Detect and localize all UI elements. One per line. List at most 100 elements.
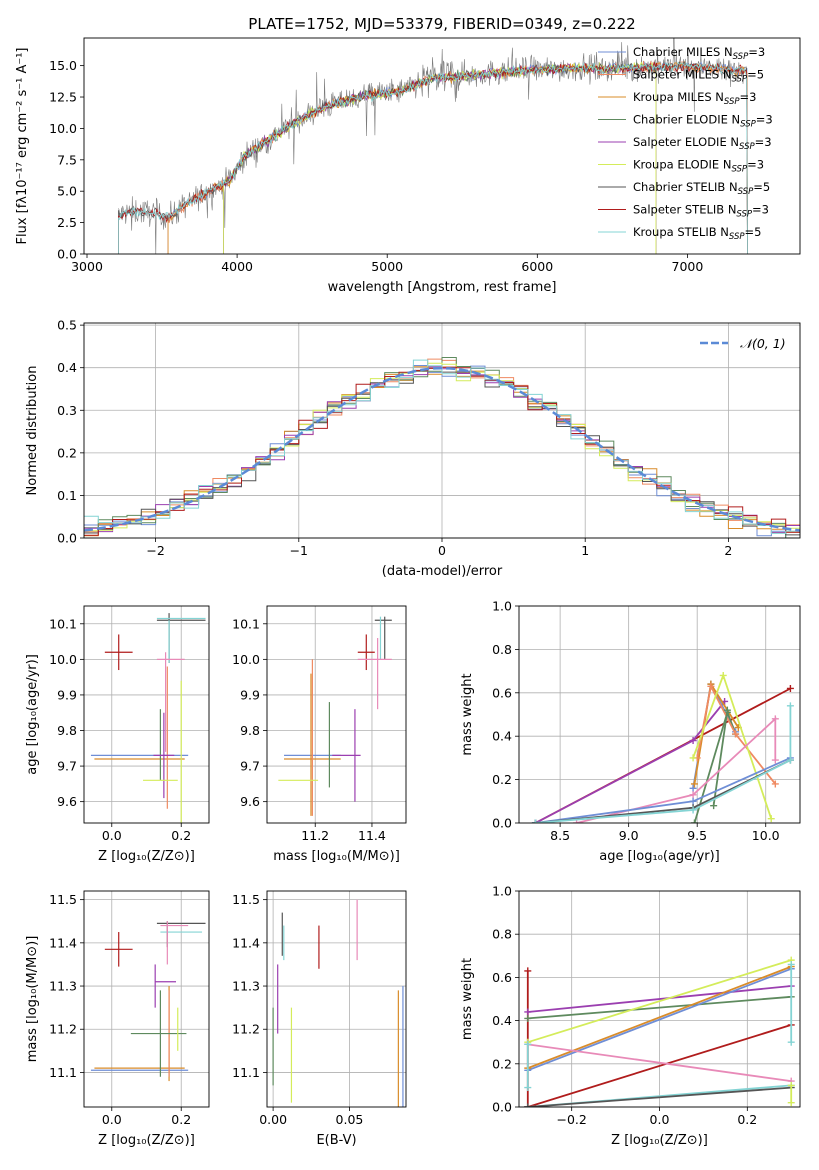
x-tick-label: 8.5 bbox=[550, 828, 570, 843]
y-tick-label: 12.5 bbox=[49, 90, 77, 105]
x-tick-label: 10.0 bbox=[752, 828, 780, 843]
weight-marker bbox=[524, 1008, 532, 1016]
x-tick-label: 0.0 bbox=[102, 828, 122, 843]
model-line-chabrier-stelib bbox=[118, 60, 748, 254]
weight-marker bbox=[524, 1084, 532, 1092]
x-tick-label: 11.2 bbox=[301, 828, 329, 843]
x-tick-label: 4000 bbox=[221, 259, 253, 274]
y-tick-label: 0.4 bbox=[492, 1013, 512, 1028]
weight-line bbox=[696, 683, 777, 785]
y-tick-label: 11.2 bbox=[232, 1022, 260, 1037]
x-tick-label: 0.0 bbox=[650, 1112, 670, 1127]
y-tick-label: 11.2 bbox=[49, 1022, 77, 1037]
plot-area-residuals bbox=[84, 323, 800, 539]
legend-label: Kroupa ELODIE NSSP=3 bbox=[633, 158, 764, 175]
y-tick-label: 11.3 bbox=[49, 979, 77, 994]
y-tick-label: 11.4 bbox=[232, 935, 260, 950]
weight-marker bbox=[689, 754, 697, 762]
weight-marker bbox=[689, 806, 697, 814]
axes-residuals: −2 −1 0 1 2 0.0 0.1 0.2 0.3 0.4 0.5 (data-model)/er… bbox=[25, 318, 801, 579]
weight-marker bbox=[787, 1081, 795, 1089]
weight-marker bbox=[771, 780, 779, 788]
weight-marker bbox=[690, 819, 698, 823]
weight-line bbox=[535, 705, 792, 823]
series-layer bbox=[90, 613, 206, 823]
y-tick-label: 9.8 bbox=[57, 723, 77, 738]
y-tick-label: 15.0 bbox=[49, 58, 77, 73]
x-tick-label: 0.0 bbox=[102, 1112, 122, 1127]
y-tick-label: 1.0 bbox=[492, 599, 512, 614]
legend-subscript: SSP bbox=[729, 232, 745, 242]
x-tick-label: 3000 bbox=[71, 259, 103, 274]
legend-label: Salpeter ELODIE NSSP=3 bbox=[633, 135, 772, 152]
x-axis-label: Z [log₁₀(Z/Z⊙)] bbox=[611, 1133, 708, 1148]
legend-subscript: SSP bbox=[731, 75, 747, 85]
legend-label: Chabrier MILES NSSP=3 bbox=[633, 45, 765, 62]
x-tick-label: −1 bbox=[290, 543, 308, 558]
plot-area-mass-age bbox=[267, 606, 406, 823]
weight-marker bbox=[710, 802, 718, 810]
y-tick-label: 11.5 bbox=[232, 892, 260, 907]
y-tick-label: 10.0 bbox=[49, 652, 77, 667]
x-tick-label: 0.2 bbox=[171, 1112, 191, 1127]
y-tick-label: 0.4 bbox=[492, 729, 512, 744]
y-axis-label: mass weight bbox=[460, 673, 475, 755]
legend-count: =3 bbox=[752, 203, 769, 217]
legend-subscript: SSP bbox=[739, 142, 755, 152]
x-tick-label: 11.4 bbox=[358, 828, 386, 843]
weight-line bbox=[527, 985, 792, 1013]
y-tick-label: 11.5 bbox=[49, 892, 77, 907]
y-tick-label: 10.0 bbox=[49, 121, 77, 136]
plot-area-z-age bbox=[84, 606, 209, 823]
y-tick-label: 7.5 bbox=[57, 152, 77, 167]
x-tick-label: 9.0 bbox=[619, 828, 639, 843]
weight-line bbox=[712, 710, 729, 806]
legend-count: =3 bbox=[748, 45, 765, 59]
weight-marker bbox=[524, 1103, 532, 1107]
axes-frame bbox=[83, 322, 801, 539]
axes-z-age: 0.0 0.2 9.6 9.7 9.8 9.9 10.0 10.1 Z [log₁₀(Z/Z⊙)… bbox=[25, 605, 210, 864]
axes-z-weight: −0.2 0.0 0.2 0.0 0.2 0.4 0.6 0.8 1.0 Z [log₁₀(Z/Z… bbox=[460, 884, 801, 1148]
weight-line bbox=[534, 700, 726, 823]
y-tick-label: 0.2 bbox=[492, 772, 512, 787]
weight-marker bbox=[723, 706, 731, 714]
weight-marker bbox=[524, 967, 532, 975]
y-tick-label: 0.1 bbox=[57, 488, 77, 503]
weight-line bbox=[576, 716, 777, 823]
y-axis-label: mass weight bbox=[460, 958, 475, 1040]
y-tick-label: 9.9 bbox=[240, 687, 260, 702]
x-tick-label: 1 bbox=[581, 543, 589, 558]
y-axis-label: Normed distribution bbox=[25, 366, 40, 496]
y-tick-label: 0.5 bbox=[57, 318, 77, 333]
y-tick-label: 0.0 bbox=[492, 1100, 512, 1115]
x-tick-label: 2 bbox=[724, 543, 732, 558]
series-layer bbox=[272, 899, 404, 1107]
legend-label: Salpeter STELIB NSSP=3 bbox=[633, 203, 769, 220]
x-axis-label: (data-model)/error bbox=[382, 564, 503, 579]
y-tick-label: 11.3 bbox=[232, 979, 260, 994]
weight-line bbox=[527, 995, 792, 1020]
y-tick-label: 0.8 bbox=[492, 642, 512, 657]
model-line-salpeter-stelib bbox=[118, 61, 748, 254]
weight-line bbox=[535, 759, 791, 823]
model-line-kroupa-stelib bbox=[118, 61, 748, 254]
legend-subscript: SSP bbox=[733, 52, 749, 62]
weight-line bbox=[527, 1024, 792, 1107]
weight-marker bbox=[573, 819, 581, 823]
x-tick-label: 6000 bbox=[521, 259, 553, 274]
axes-frame bbox=[518, 890, 801, 1108]
weight-marker bbox=[786, 702, 794, 710]
legend-subscript: SSP bbox=[740, 120, 756, 130]
weight-marker bbox=[787, 1099, 795, 1107]
legend-subscript: SSP bbox=[731, 165, 747, 175]
x-tick-label: −0.2 bbox=[557, 1112, 587, 1127]
legend-count: =3 bbox=[740, 90, 757, 104]
model-line-chabrier-elodie bbox=[223, 62, 657, 254]
weight-marker bbox=[690, 780, 698, 788]
weight-line bbox=[527, 1086, 792, 1107]
axes-frame bbox=[83, 890, 210, 1108]
weight-marker bbox=[719, 671, 727, 679]
axes-mass-age: 11.2 11.4 9.6 9.7 9.8 9.9 10.0 10.1 mass [log₁₀(… bbox=[232, 605, 407, 864]
series-layer bbox=[84, 357, 800, 538]
